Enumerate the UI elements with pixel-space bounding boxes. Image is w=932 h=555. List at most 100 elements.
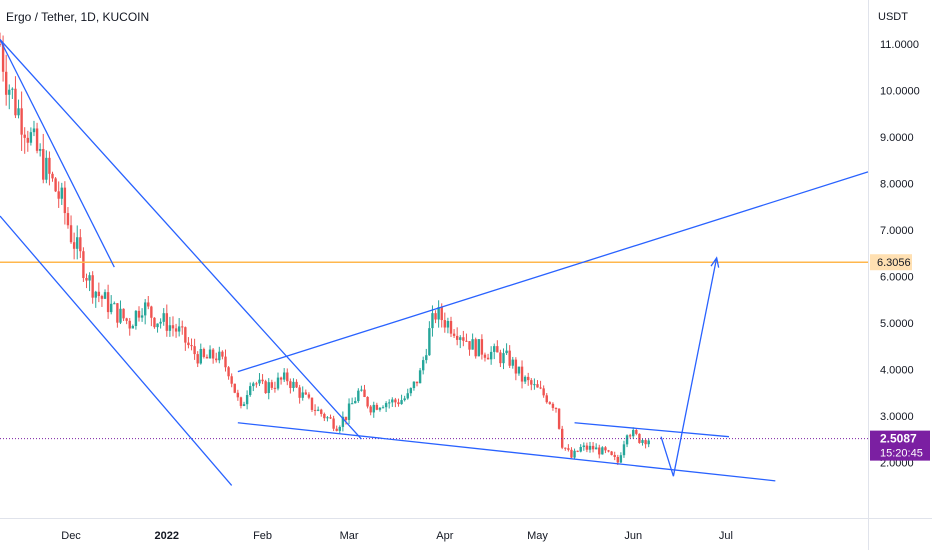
- candle-body: [307, 394, 311, 398]
- candle-body: [418, 370, 422, 384]
- candle-body: [227, 367, 230, 377]
- candles: [0, 32, 650, 465]
- candle-body: [316, 409, 320, 411]
- candle-body: [582, 445, 586, 447]
- candle-body: [85, 277, 88, 281]
- level-badge-label: 6.3056: [877, 257, 911, 269]
- candle-body: [378, 407, 382, 410]
- time-tick-label: Feb: [253, 530, 272, 542]
- candle-body: [14, 88, 17, 116]
- candle-body: [110, 303, 113, 313]
- candle-body: [215, 358, 218, 361]
- candle-body: [230, 376, 233, 384]
- candle-body: [471, 339, 474, 350]
- candle-body: [292, 381, 295, 388]
- candle-body: [360, 389, 363, 391]
- candle-body: [591, 445, 595, 450]
- level-badge: [870, 254, 912, 271]
- candle-body: [579, 446, 582, 452]
- candle-body: [304, 392, 308, 395]
- candle-body: [644, 440, 647, 445]
- candle-body: [79, 237, 82, 252]
- time-tick-label: Mar: [340, 530, 359, 542]
- candle-body: [131, 325, 135, 329]
- candle-body: [11, 88, 14, 90]
- candle-body: [616, 456, 619, 463]
- candle-body: [134, 310, 138, 326]
- candle-body: [94, 291, 97, 298]
- candle-body: [384, 403, 388, 408]
- candle-body: [273, 387, 277, 389]
- candle-body: [242, 404, 246, 406]
- candle-body: [48, 157, 51, 174]
- candle-body: [26, 137, 30, 143]
- candle-body: [255, 383, 258, 385]
- last-price-label: 2.5087: [880, 432, 917, 446]
- time-tick-label: Jul: [719, 530, 733, 542]
- candle-body: [508, 350, 511, 366]
- candle-body: [165, 313, 169, 331]
- candle-body: [187, 342, 190, 346]
- candle-body: [1, 44, 5, 72]
- candle-body: [607, 450, 610, 452]
- candle-body: [8, 89, 11, 95]
- candle-body: [641, 440, 644, 443]
- candle-body: [211, 349, 215, 359]
- candle-body: [588, 445, 592, 450]
- candle-body: [647, 440, 650, 445]
- candle-body: [32, 128, 36, 133]
- candle-body: [140, 315, 144, 318]
- candle-body: [517, 366, 521, 374]
- price-tick-label: 8.0000: [880, 179, 914, 191]
- trendline: [0, 39, 362, 440]
- candle-body: [344, 416, 348, 420]
- candle-body: [196, 354, 199, 364]
- candle-body: [184, 327, 187, 343]
- candle-body: [128, 320, 131, 329]
- price-axis-unit: USDT: [878, 11, 908, 23]
- candle-body: [576, 450, 579, 452]
- candle-body: [499, 352, 502, 364]
- candle-body: [286, 372, 289, 382]
- candle-body: [394, 399, 397, 403]
- candle-body: [372, 404, 375, 413]
- candle-body: [489, 351, 493, 360]
- price-tick-label: 9.0000: [880, 132, 914, 144]
- candle-body: [310, 397, 314, 410]
- candle-body: [560, 428, 564, 448]
- candle-body: [465, 340, 468, 342]
- price-tick-label: 6.0000: [880, 271, 914, 283]
- candle-body: [366, 396, 369, 407]
- candle-body: [502, 353, 505, 364]
- candle-body: [276, 377, 280, 389]
- candle-body: [527, 376, 530, 381]
- candle-body: [159, 321, 162, 324]
- candle-body: [452, 333, 456, 336]
- time-tick-label: Apr: [436, 530, 453, 542]
- candle-body: [239, 397, 243, 406]
- candle-body: [628, 435, 632, 437]
- candle-body: [252, 383, 255, 387]
- candle-body: [113, 303, 116, 305]
- candle-body: [29, 132, 33, 143]
- candle-body: [533, 384, 536, 386]
- candle-body: [335, 428, 338, 431]
- candle-body: [415, 381, 419, 384]
- candle-body: [403, 398, 406, 401]
- candle-body: [381, 407, 385, 409]
- candle-body: [486, 357, 490, 360]
- candle-body: [63, 187, 67, 214]
- candle-body: [329, 417, 332, 419]
- candle-body: [567, 448, 570, 450]
- candle-body: [613, 454, 616, 457]
- candle-body: [125, 318, 128, 321]
- candle-body: [557, 408, 561, 429]
- candle-body: [313, 409, 317, 411]
- projection-arrowhead: [710, 256, 720, 268]
- candle-body: [193, 346, 196, 355]
- candle-body: [443, 320, 447, 328]
- candle-body: [264, 381, 267, 394]
- candle-body: [69, 225, 73, 243]
